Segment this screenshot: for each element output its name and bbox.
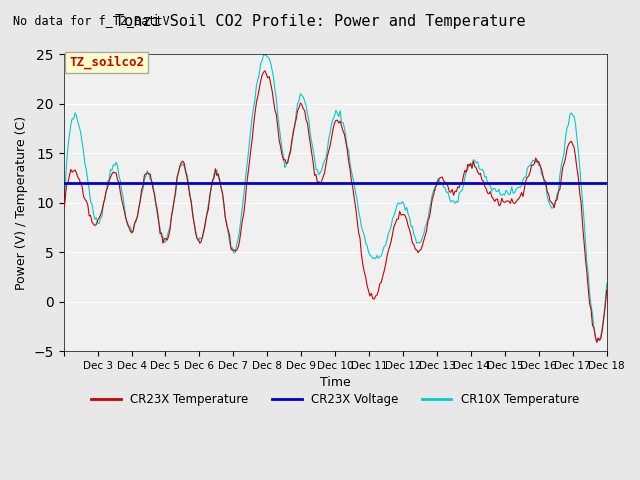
Legend: CR23X Temperature, CR23X Voltage, CR10X Temperature: CR23X Temperature, CR23X Voltage, CR10X …	[86, 388, 584, 411]
Text: Tonzi Soil CO2 Profile: Power and Temperature: Tonzi Soil CO2 Profile: Power and Temper…	[115, 14, 525, 29]
Y-axis label: Power (V) / Temperature (C): Power (V) / Temperature (C)	[15, 116, 28, 290]
Text: TZ_soilco2: TZ_soilco2	[69, 56, 144, 69]
X-axis label: Time: Time	[320, 376, 351, 389]
Text: No data for f_T2_BattV: No data for f_T2_BattV	[13, 14, 170, 27]
